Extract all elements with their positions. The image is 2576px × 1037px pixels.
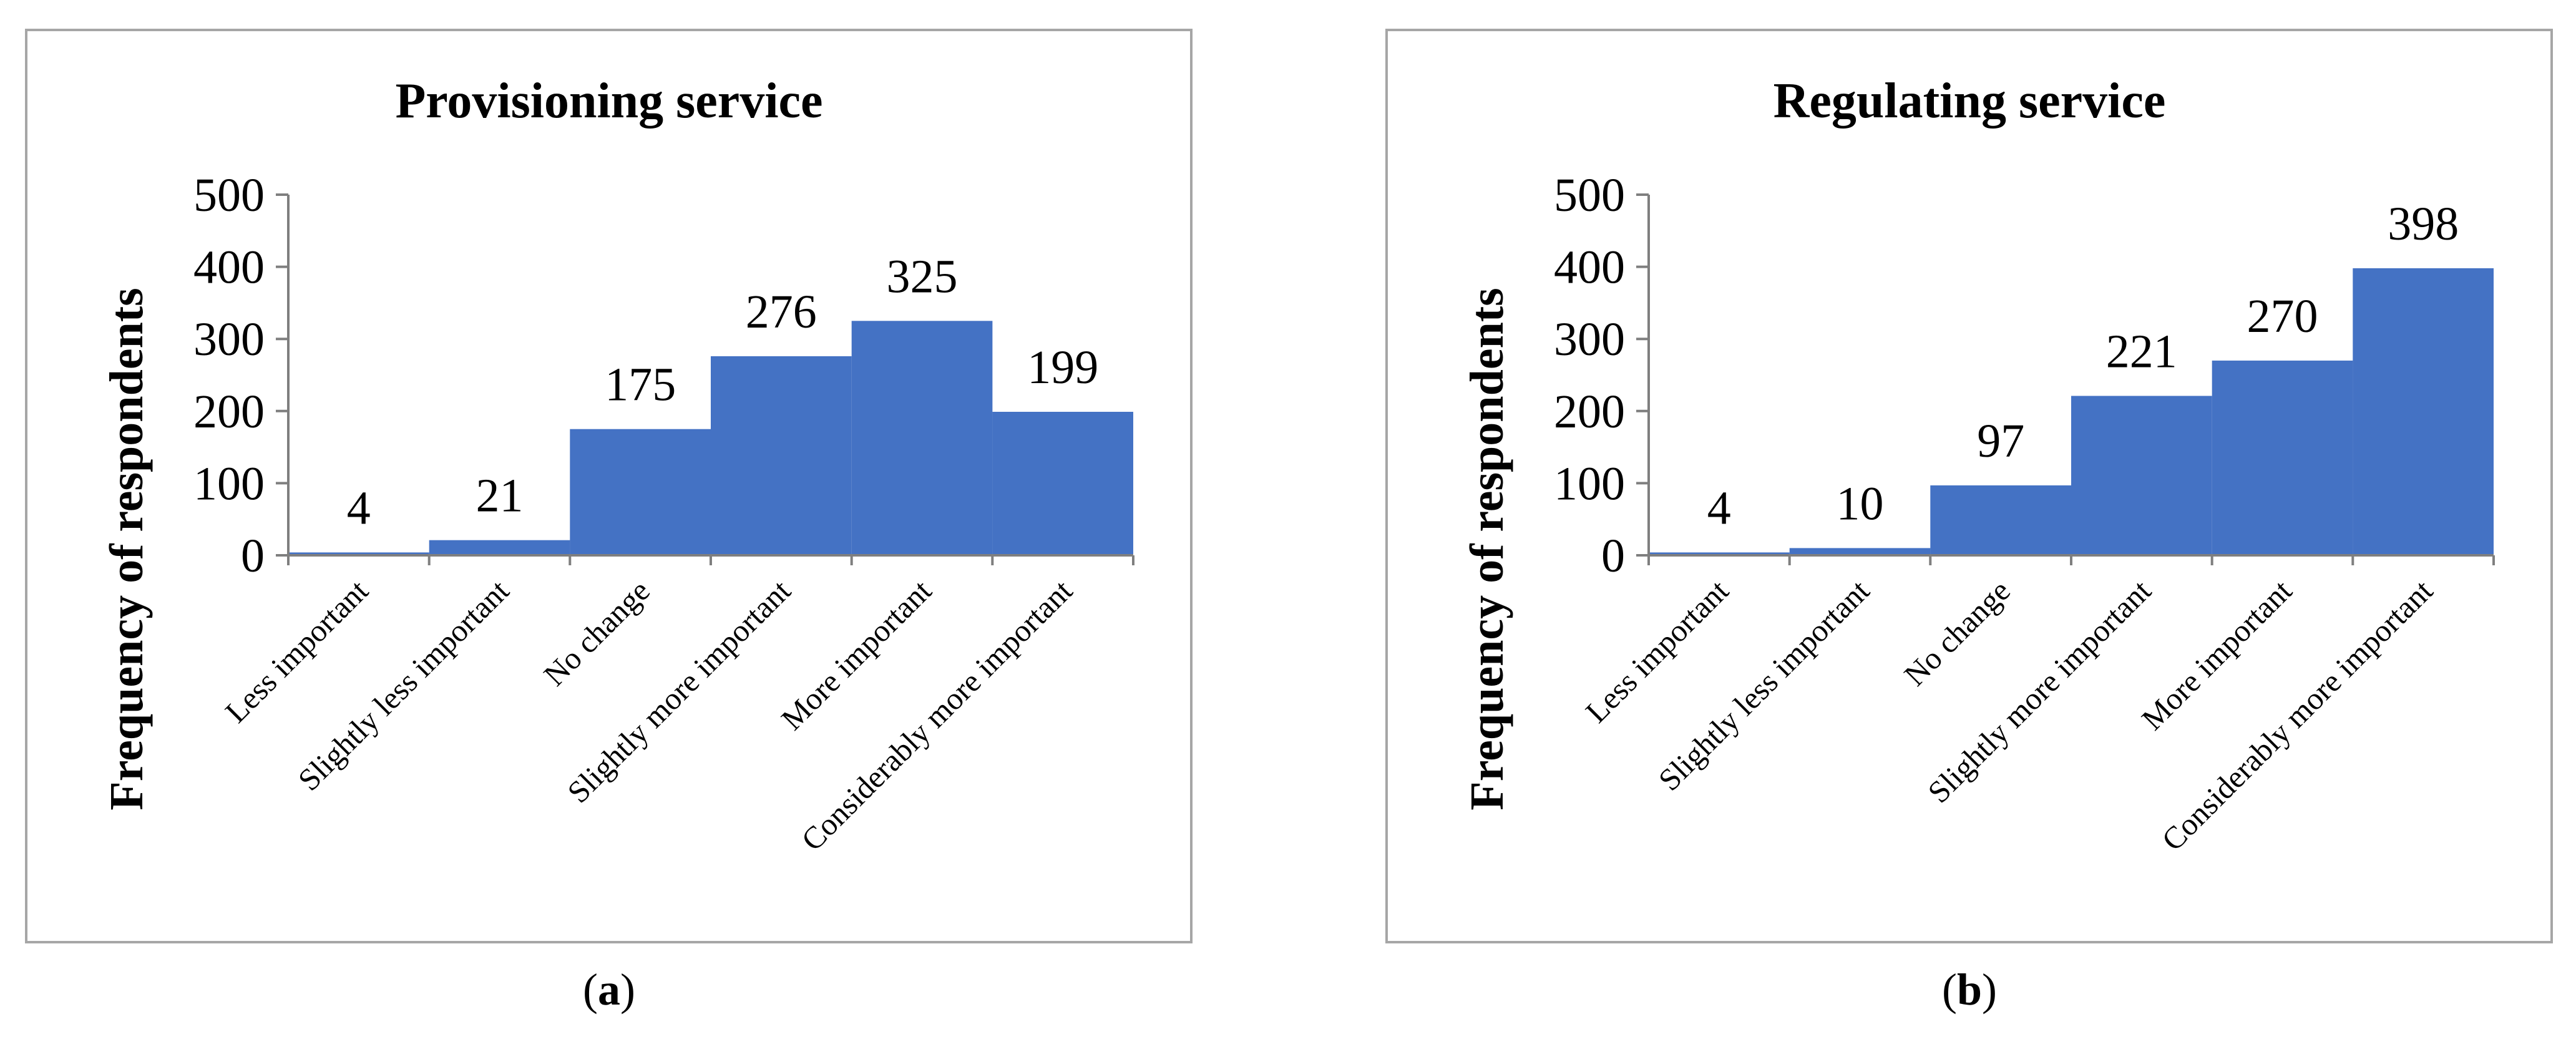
bar	[851, 321, 993, 555]
y-tick-label: 400	[1554, 241, 1625, 294]
y-tick-label: 0	[241, 530, 265, 582]
y-axis-label: Frequency of respondents	[100, 288, 153, 810]
bar	[2071, 396, 2212, 555]
data-label: 21	[476, 470, 524, 522]
bar	[429, 540, 570, 555]
bars	[288, 321, 1133, 555]
y-axis-ticks: 0 100 200 300 400 500	[1554, 169, 1649, 582]
y-axis-label: Frequency of respondents	[1461, 288, 1513, 810]
data-label: 4	[1707, 482, 1731, 534]
y-tick-label: 300	[1554, 313, 1625, 366]
bar	[2353, 268, 2494, 555]
data-label: 398	[2388, 198, 2459, 250]
axes	[1647, 195, 2494, 557]
bar	[992, 412, 1133, 555]
y-tick-label: 300	[193, 313, 265, 366]
chart-panel-a: Provisioning service Frequency of respon…	[25, 29, 1193, 1015]
chart-title: Regulating service	[1773, 74, 2166, 129]
data-label: 10	[1837, 477, 1884, 530]
y-tick-label: 100	[1554, 457, 1625, 510]
data-label: 175	[605, 359, 676, 411]
data-label: 270	[2247, 290, 2318, 343]
y-tick-label: 500	[1554, 169, 1625, 222]
data-label: 276	[746, 286, 817, 338]
panel-caption: (a)	[583, 965, 635, 1015]
data-label: 199	[1027, 341, 1098, 394]
bar	[2212, 360, 2353, 555]
caption-close: )	[620, 965, 635, 1015]
data-label: 4	[347, 482, 371, 534]
caption-close: )	[1982, 965, 1997, 1015]
data-label: 325	[887, 250, 958, 303]
bar	[1649, 552, 1790, 555]
data-labels: 4 21 175 276 325 199	[347, 250, 1098, 534]
chart-panel-b: Regulating service Frequency of responde…	[1385, 29, 2553, 1015]
y-axis-ticks: 0 100 200 300 400 500	[193, 169, 288, 582]
data-label: 221	[2106, 326, 2177, 378]
chart-title: Provisioning service	[395, 74, 822, 129]
y-tick-label: 0	[1601, 530, 1625, 582]
axes	[287, 195, 1133, 557]
data-labels: 4 10 97 221 270 398	[1707, 198, 2459, 535]
data-label: 97	[1977, 415, 2024, 467]
y-tick-label: 200	[193, 386, 265, 438]
y-tick-label: 200	[1554, 386, 1625, 438]
bar	[711, 356, 852, 555]
bar	[1789, 548, 1931, 555]
bar	[1930, 485, 2071, 555]
bar	[288, 552, 429, 555]
caption-open: (	[583, 965, 598, 1015]
bar	[570, 429, 711, 555]
panel-caption: (b)	[1942, 965, 1997, 1015]
y-tick-label: 400	[193, 241, 265, 294]
y-tick-label: 500	[193, 169, 265, 222]
y-tick-label: 100	[193, 457, 265, 510]
caption-open: (	[1942, 965, 1957, 1015]
caption-letter: a	[598, 965, 620, 1015]
bars	[1649, 268, 2494, 555]
caption-letter: b	[1957, 965, 1982, 1015]
